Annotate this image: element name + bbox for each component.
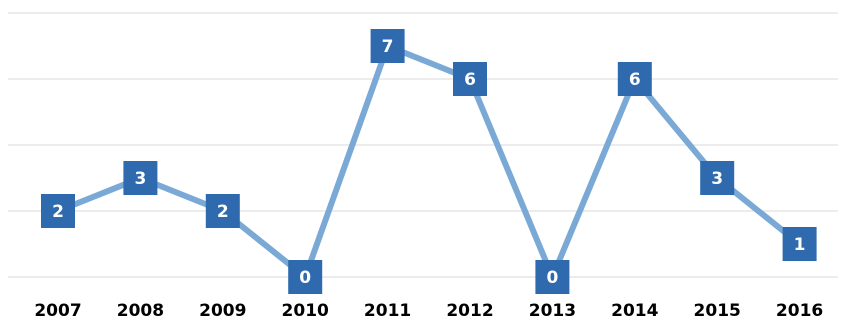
data-point-2010: 0: [288, 260, 323, 294]
data-label: 6: [629, 70, 641, 90]
data-point-2009: 2: [205, 194, 240, 228]
marker-square: [453, 62, 487, 96]
marker-square: [370, 29, 405, 63]
data-point-2016: 1: [782, 227, 817, 261]
marker-square: [617, 62, 652, 96]
data-label: 2: [217, 202, 229, 222]
marker-square: [700, 161, 735, 195]
x-tick-label: 2012: [446, 301, 493, 321]
marker-square: [41, 194, 75, 228]
x-tick-label: 2009: [199, 301, 246, 321]
x-tick-label: 2007: [34, 301, 81, 321]
marker-square: [782, 227, 817, 261]
marker-square: [535, 260, 570, 294]
x-tick-label: 2010: [282, 301, 329, 321]
data-label: 0: [299, 268, 311, 288]
data-label: 7: [382, 37, 394, 57]
data-markers: 2 3 2 0 7 6 0 6 3 1: [41, 29, 817, 294]
data-point-2013: 0: [535, 260, 570, 294]
data-point-2008: 3: [123, 161, 158, 195]
data-label: 2: [52, 202, 64, 222]
data-label: 3: [134, 169, 146, 189]
data-point-2012: 6: [453, 62, 487, 96]
x-tick-label: 2011: [364, 301, 411, 321]
x-tick-label: 2013: [529, 301, 576, 321]
data-point-2015: 3: [700, 161, 735, 195]
marker-square: [288, 260, 323, 294]
data-point-2007: 2: [41, 194, 75, 228]
x-axis-tick-labels: 2007 2008 2009 2010 2011 2012 2013 2014 2015 2016: [34, 301, 823, 321]
x-tick-label: 2008: [117, 301, 164, 321]
series-line-group: [55, 43, 803, 280]
x-tick-label: 2014: [611, 301, 658, 321]
marker-square: [205, 194, 240, 228]
data-label: 3: [711, 169, 723, 189]
series-line: [55, 43, 803, 280]
x-tick-label: 2015: [694, 301, 741, 321]
data-label: 1: [794, 235, 806, 255]
marker-square: [123, 161, 158, 195]
data-label: 0: [546, 268, 558, 288]
x-tick-label: 2016: [776, 301, 823, 321]
data-point-2014: 6: [617, 62, 652, 96]
data-label: 6: [464, 70, 476, 90]
data-point-2011: 7: [370, 29, 405, 63]
grid-lines: [8, 12, 838, 278]
